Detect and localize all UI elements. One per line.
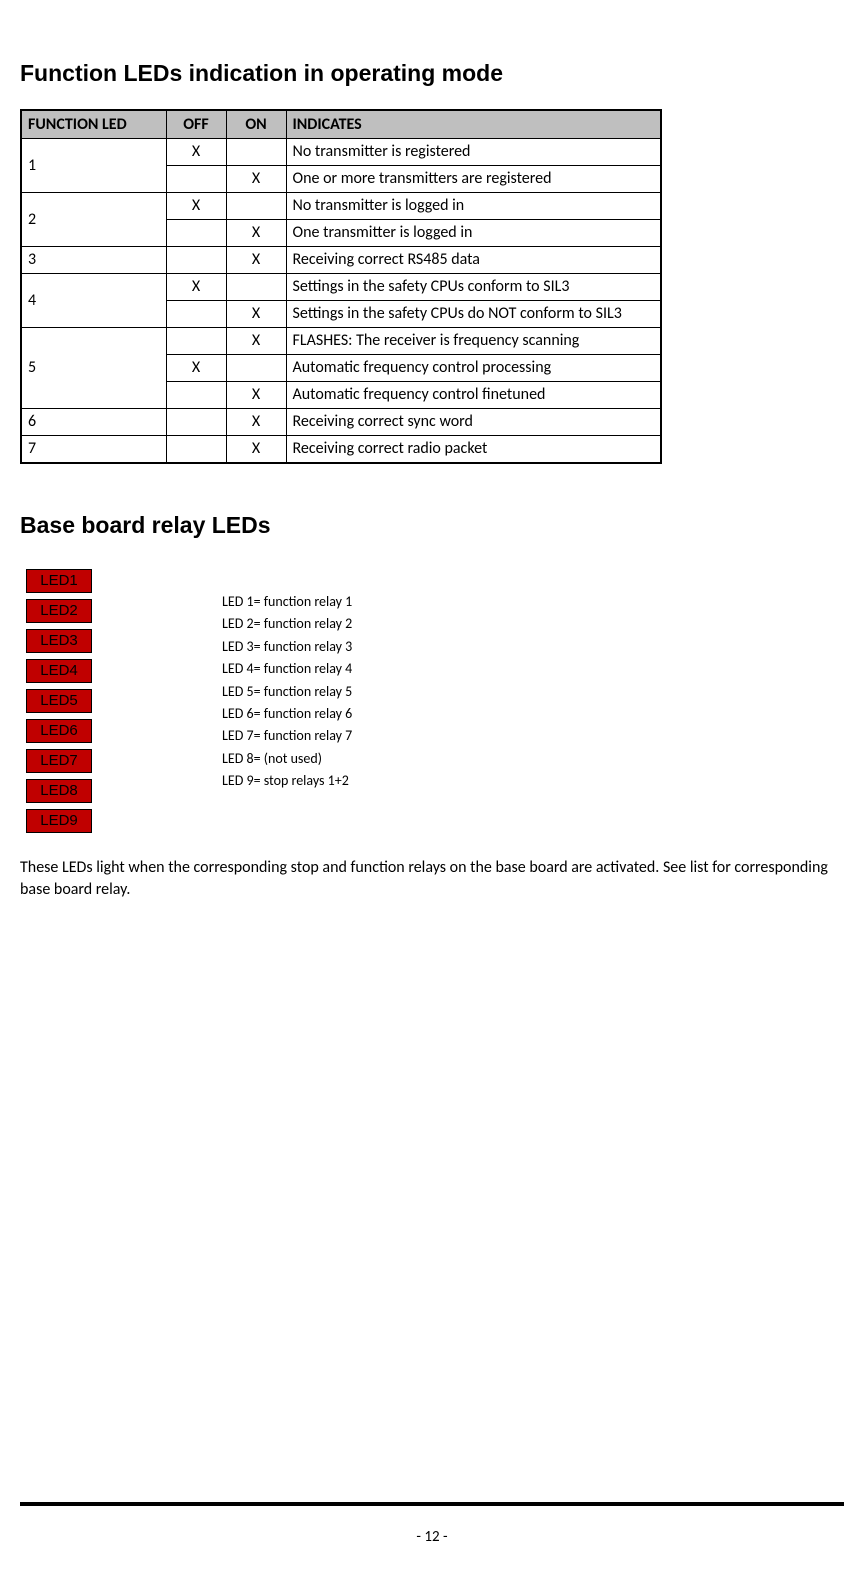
col-header-off: OFF xyxy=(166,110,226,139)
col-header-on: ON xyxy=(226,110,286,139)
off-cell xyxy=(166,247,226,274)
led-legend-line: LED 3= function relay 3 xyxy=(222,636,352,658)
function-led-cell: 5 xyxy=(21,328,166,409)
function-led-cell: 7 xyxy=(21,436,166,464)
on-cell: X xyxy=(226,166,286,193)
on-cell: X xyxy=(226,328,286,355)
page: Function LEDs indication in operating mo… xyxy=(0,0,864,1576)
led-box: LED8 xyxy=(26,779,92,803)
off-cell xyxy=(166,382,226,409)
led-box: LED6 xyxy=(26,719,92,743)
on-cell: X xyxy=(226,409,286,436)
page-footer: - 12 - xyxy=(20,1502,844,1546)
led-legend-line: LED 5= function relay 5 xyxy=(222,681,352,703)
page-number: - 12 - xyxy=(416,1528,447,1546)
base-board-led-row: LED1 LED2 LED3 LED4 LED5 LED6 LED7 LED8 LED9 LED… xyxy=(20,569,844,833)
table-row: 6 XReceiving correct sync word xyxy=(21,409,661,436)
led-legend: LED 1= function relay 1LED 2= function r… xyxy=(222,591,352,793)
section2-heading: Base board relay LEDs xyxy=(20,512,844,539)
off-cell xyxy=(166,409,226,436)
on-cell: X xyxy=(226,220,286,247)
footer-rule xyxy=(20,1502,844,1506)
table-header-row: FUNCTION LED OFF ON INDICATES xyxy=(21,110,661,139)
led-legend-line: LED 8= (not used) xyxy=(222,748,352,770)
indicates-cell: Automatic frequency control processing xyxy=(286,355,661,382)
led-box-column: LED1 LED2 LED3 LED4 LED5 LED6 LED7 LED8 LED9 xyxy=(26,569,92,833)
on-cell xyxy=(226,274,286,301)
led-box: LED2 xyxy=(26,599,92,623)
on-cell: X xyxy=(226,382,286,409)
indicates-cell: No transmitter is logged in xyxy=(286,193,661,220)
indicates-cell: Settings in the safety CPUs do NOT confo… xyxy=(286,301,661,328)
body-text: These LEDs light when the corresponding … xyxy=(20,857,844,900)
led-legend-line: LED 9= stop relays 1+2 xyxy=(222,770,352,792)
off-cell xyxy=(166,436,226,464)
led-box: LED4 xyxy=(26,659,92,683)
led-legend-line: LED 4= function relay 4 xyxy=(222,658,352,680)
led-legend-line: LED 1= function relay 1 xyxy=(222,591,352,613)
indicates-cell: No transmitter is registered xyxy=(286,139,661,166)
table-row: 7 XReceiving correct radio packet xyxy=(21,436,661,464)
indicates-cell: One transmitter is logged in xyxy=(286,220,661,247)
led-legend-line: LED 7= function relay 7 xyxy=(222,725,352,747)
on-cell xyxy=(226,139,286,166)
on-cell: X xyxy=(226,301,286,328)
off-cell: X xyxy=(166,139,226,166)
indicates-cell: Automatic frequency control finetuned xyxy=(286,382,661,409)
off-cell xyxy=(166,220,226,247)
table-row: 3 XReceiving correct RS485 data xyxy=(21,247,661,274)
indicates-cell: One or more transmitters are registered xyxy=(286,166,661,193)
function-led-cell: 4 xyxy=(21,274,166,328)
indicates-cell: Receiving correct radio packet xyxy=(286,436,661,464)
function-led-cell: 2 xyxy=(21,193,166,247)
on-cell xyxy=(226,355,286,382)
led-box: LED1 xyxy=(26,569,92,593)
off-cell xyxy=(166,301,226,328)
indicates-cell: FLASHES: The receiver is frequency scann… xyxy=(286,328,661,355)
on-cell xyxy=(226,193,286,220)
indicates-cell: Receiving correct RS485 data xyxy=(286,247,661,274)
table-row: 1XNo transmitter is registered xyxy=(21,139,661,166)
off-cell: X xyxy=(166,274,226,301)
led-legend-line: LED 6= function relay 6 xyxy=(222,703,352,725)
led-box: LED9 xyxy=(26,809,92,833)
col-header-function-led: FUNCTION LED xyxy=(21,110,166,139)
led-legend-line: LED 2= function relay 2 xyxy=(222,613,352,635)
indicates-cell: Settings in the safety CPUs conform to S… xyxy=(286,274,661,301)
table-row: 4XSettings in the safety CPUs conform to… xyxy=(21,274,661,301)
led-box: LED7 xyxy=(26,749,92,773)
led-box: LED5 xyxy=(26,689,92,713)
table-row: 2XNo transmitter is logged in xyxy=(21,193,661,220)
function-led-table: FUNCTION LED OFF ON INDICATES 1XNo trans… xyxy=(20,109,662,464)
indicates-cell: Receiving correct sync word xyxy=(286,409,661,436)
table-row: 5XFLASHES: The receiver is frequency sca… xyxy=(21,328,661,355)
on-cell: X xyxy=(226,247,286,274)
off-cell: X xyxy=(166,193,226,220)
function-led-cell: 6 xyxy=(21,409,166,436)
section1-heading: Function LEDs indication in operating mo… xyxy=(20,60,844,87)
col-header-indicates: INDICATES xyxy=(286,110,661,139)
off-cell xyxy=(166,328,226,355)
on-cell: X xyxy=(226,436,286,464)
off-cell xyxy=(166,166,226,193)
off-cell: X xyxy=(166,355,226,382)
function-led-cell: 3 xyxy=(21,247,166,274)
function-led-cell: 1 xyxy=(21,139,166,193)
led-box: LED3 xyxy=(26,629,92,653)
